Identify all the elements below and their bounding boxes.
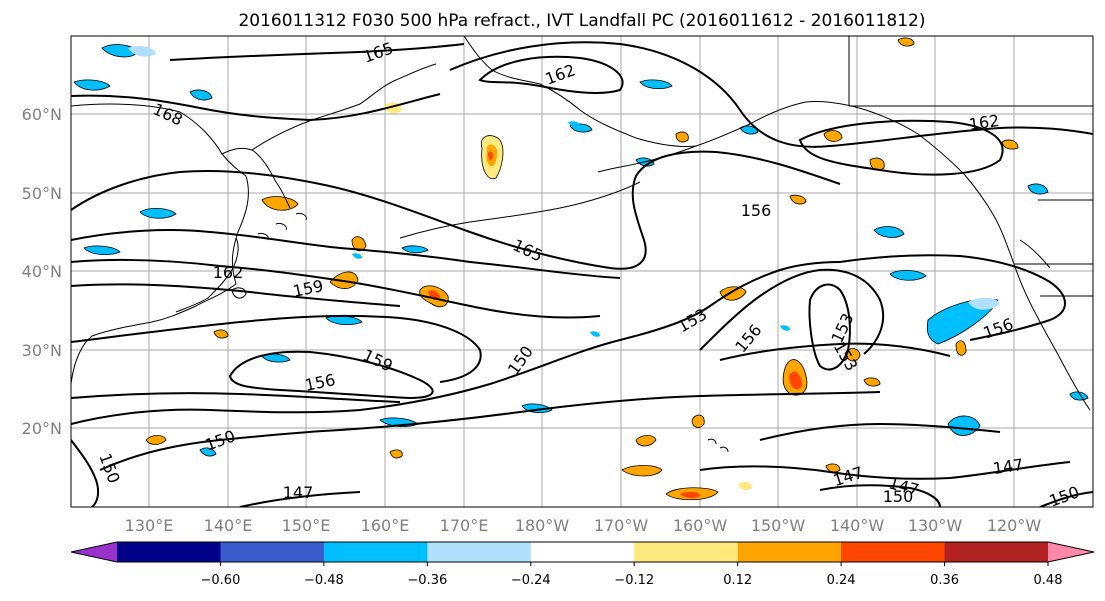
contour-label: 147 <box>992 455 1025 478</box>
latitude-labels: 60°N 50°N 40°N 30°N 20°N <box>22 105 62 438</box>
height-contours <box>71 41 1093 507</box>
longitude-labels: 130°E 140°E 150°E 160°E 170°E 180°W 170°… <box>125 516 1042 535</box>
colorbar-extend-low <box>71 542 117 562</box>
colorbar-tick-label: −0.36 <box>407 573 447 588</box>
colorbar-ticks: −0.60 −0.48 −0.36 −0.24 −0.12 0.12 0.24 0.36 0.4… <box>201 562 1063 588</box>
colorbar-segment <box>530 542 635 562</box>
contour-label: 150 <box>883 487 914 506</box>
colorbar-tick-label: 0.48 <box>1034 573 1063 588</box>
colorbar-tick-label: 0.12 <box>723 573 752 588</box>
colorbar-tick-label: −0.12 <box>614 573 654 588</box>
anomaly-patches <box>73 37 1089 501</box>
lon-label: 130°W <box>908 516 963 535</box>
lon-label: 150°E <box>282 516 331 535</box>
lon-label: 160°W <box>673 516 728 535</box>
colorbar-extend-high <box>1048 542 1094 562</box>
map-title: 2016011312 F030 500 hPa refract., IVT La… <box>238 11 925 31</box>
colorbar-segment <box>634 542 739 562</box>
lat-label-40n: 40°N <box>22 262 62 281</box>
colorbar-outline <box>70 541 1095 563</box>
lon-label: 120°W <box>987 516 1042 535</box>
lon-label: 130°E <box>125 516 174 535</box>
colorbar-segment <box>220 542 325 562</box>
colorbar-tick-label: 0.24 <box>827 573 856 588</box>
lon-label: 170°E <box>440 516 489 535</box>
colorbar-tick-label: −0.48 <box>304 573 344 588</box>
colorbar-segment <box>427 542 532 562</box>
colorbar-segment <box>944 542 1049 562</box>
colorbar-segment <box>117 542 221 562</box>
contour-label: 162 <box>213 263 244 282</box>
colorbar-segment <box>737 542 842 562</box>
gridlines <box>71 36 1093 507</box>
lat-label-20n: 20°N <box>22 419 62 438</box>
contour-label: 156 <box>741 201 772 220</box>
lon-label: 170°W <box>594 516 649 535</box>
lat-label-60n: 60°N <box>22 105 62 124</box>
lon-label: 140°E <box>204 516 253 535</box>
colorbar <box>70 541 1095 563</box>
colorbar-tick-label: 0.36 <box>930 573 959 588</box>
colorbar-segment <box>323 542 428 562</box>
coastlines <box>71 36 1093 453</box>
colorbar-segment <box>841 542 946 562</box>
colorbar-tick-label: −0.24 <box>511 573 551 588</box>
lon-label: 180°W <box>515 516 570 535</box>
colorbar-tick-label: −0.60 <box>201 573 241 588</box>
lon-label: 150°W <box>751 516 806 535</box>
lat-label-50n: 50°N <box>22 184 62 203</box>
map-area: 165 162 168 162 156 165 162 159 153 156 … <box>71 36 1093 507</box>
contour-label: 147 <box>283 483 314 502</box>
lon-label: 140°W <box>830 516 885 535</box>
contour-label: 162 <box>968 111 1001 134</box>
lon-label: 160°E <box>361 516 410 535</box>
map-frame <box>70 35 1094 508</box>
lat-label-30n: 30°N <box>22 341 62 360</box>
